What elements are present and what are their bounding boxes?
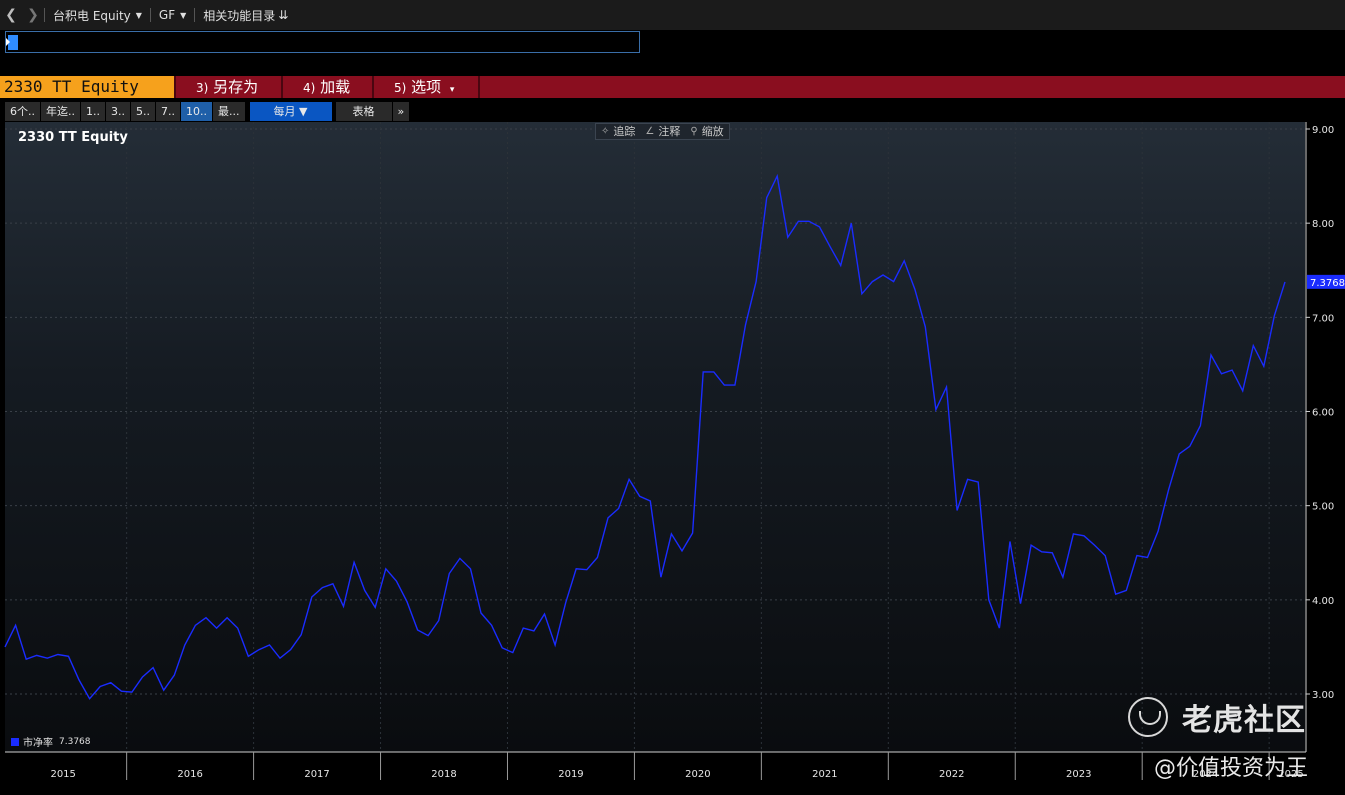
cursor-icon (6, 35, 18, 50)
security-field[interactable]: 2330 TT Equity (0, 76, 174, 98)
period-button[interactable]: 1.. (81, 102, 105, 121)
toolbar-filler (478, 76, 1345, 98)
watermark-brand: 老虎社区 (1182, 703, 1306, 738)
annotation-toolbar: ✧ 追踪 ∠ 注释 ⚲ 缩放 (595, 123, 730, 140)
options-button[interactable]: 5) 选项 ▾ (372, 76, 478, 98)
series-line-pb-ratio (4, 173, 1286, 700)
zoom-button[interactable]: ⚲ 缩放 (685, 124, 728, 139)
grid-lines (5, 122, 1306, 752)
y-tick-label: 6.00 (1312, 408, 1334, 419)
x-tick-label: 2019 (558, 769, 583, 780)
y-tick-label: 4.00 (1312, 596, 1334, 607)
y-tick-label: 8.00 (1312, 219, 1334, 230)
last-value-text: 7.3768 (1310, 278, 1345, 289)
double-chevron-down-icon: ⇊ (278, 8, 289, 22)
save-as-label: 另存为 (213, 78, 259, 96)
y-tick-label: 9.00 (1312, 125, 1334, 136)
period-button[interactable]: 最... (213, 102, 245, 121)
back-arrow-icon[interactable]: ❮ (5, 7, 17, 23)
y-tick-label: 7.00 (1312, 313, 1334, 324)
y-tick-label: 5.00 (1312, 502, 1334, 513)
period-button[interactable]: 年迄.. (41, 102, 80, 121)
security-menu-label: 台积电 Equity (53, 8, 131, 23)
table-button[interactable]: 表格 (335, 102, 392, 121)
y-axis: 9.00 8.00 7.00 6.00 5.00 4.00 3.00 (1305, 122, 1334, 752)
x-tick-label: 2018 (431, 769, 456, 780)
period-button[interactable]: 3.. (106, 102, 130, 121)
period-button[interactable]: 6个.. (5, 102, 40, 121)
legend-value: 7.3768 (59, 736, 91, 747)
security-menu[interactable]: 台积电 Equity ▼ (45, 0, 150, 30)
pencil-icon: ∠ (645, 126, 655, 137)
annotate-label: 注释 (658, 125, 681, 138)
period-bar: 6个.. 年迄.. 1.. 3.. 5.. 7.. 10.. 最... 每月 ▼… (5, 102, 410, 121)
period-button[interactable]: 7.. (156, 102, 180, 121)
save-as-button[interactable]: 3) 另存为 (174, 76, 281, 98)
options-label: 选项 (411, 78, 442, 96)
magnifier-icon: ⚲ (690, 126, 698, 137)
legend-label: 市净率 (23, 738, 53, 749)
y-tick-label: 3.00 (1312, 690, 1334, 701)
more-button[interactable]: » (392, 102, 410, 121)
chart-legend: 市净率 7.3768 (11, 734, 91, 749)
chart-title: 2330 TT Equity (18, 130, 128, 145)
frequency-dropdown[interactable]: 每月 ▼ (249, 102, 332, 121)
divider (44, 8, 45, 22)
x-tick-label: 2024 (1193, 769, 1218, 780)
forward-arrow-icon[interactable]: ❯ (27, 7, 39, 23)
load-number: 4) (303, 81, 316, 95)
last-value-badge (1307, 274, 1345, 289)
function-menu-label: GF (158, 8, 176, 22)
period-button-active[interactable]: 10.. (181, 102, 212, 121)
x-tick-label: 2023 (1066, 769, 1091, 780)
chevron-down-icon: ▼ (180, 10, 187, 20)
related-functions-label: 相关功能目录 (203, 8, 276, 23)
divider (149, 8, 151, 22)
track-label: 追踪 (613, 125, 636, 138)
watermark: 老虎社区 (1128, 695, 1306, 739)
watermark-handle: @价值投资为王 (1154, 756, 1309, 781)
legend-swatch (11, 737, 19, 746)
x-tick-label: 2022 (939, 769, 964, 780)
x-tick-label: 2017 (304, 769, 329, 780)
function-menu[interactable]: GF ▼ (151, 0, 194, 30)
x-tick-label: 2016 (177, 769, 202, 780)
track-button[interactable]: ✧ 追踪 (596, 124, 640, 139)
crosshair-icon: ✧ (601, 126, 610, 137)
command-line-input[interactable] (5, 31, 640, 53)
x-tick-label: 2025 (1278, 769, 1303, 780)
x-tick-label: 2021 (812, 769, 837, 780)
chevron-down-icon: ▾ (449, 85, 455, 95)
chevron-down-icon: ▼ (135, 10, 142, 20)
tiger-logo-icon (1128, 697, 1168, 737)
chart-area[interactable] (5, 122, 1305, 752)
x-tick-label: 2015 (50, 769, 75, 780)
function-toolbar: 2330 TT Equity 3) 另存为 4) 加载 5) 选项 ▾ (0, 76, 1345, 98)
load-label: 加载 (320, 78, 351, 96)
period-button[interactable]: 5.. (131, 102, 155, 121)
last-value-label: 7.3768 (1307, 274, 1345, 289)
save-as-number: 3) (196, 81, 209, 95)
related-functions-menu[interactable]: 相关功能目录 ⇊ (195, 0, 296, 30)
x-tick-label: 2020 (685, 769, 710, 780)
divider (194, 8, 196, 22)
top-nav-bar: ❮ ❯ 台积电 Equity ▼ GF ▼ 相关功能目录 ⇊ (0, 0, 1345, 30)
load-button[interactable]: 4) 加载 (281, 76, 372, 98)
zoom-label: 缩放 (701, 125, 724, 138)
x-axis: 2015 2016 2017 2018 2019 2020 2021 2022 2023 2024… (5, 751, 1306, 780)
annotate-button[interactable]: ∠ 注释 (640, 124, 685, 139)
options-number: 5) (394, 81, 407, 95)
